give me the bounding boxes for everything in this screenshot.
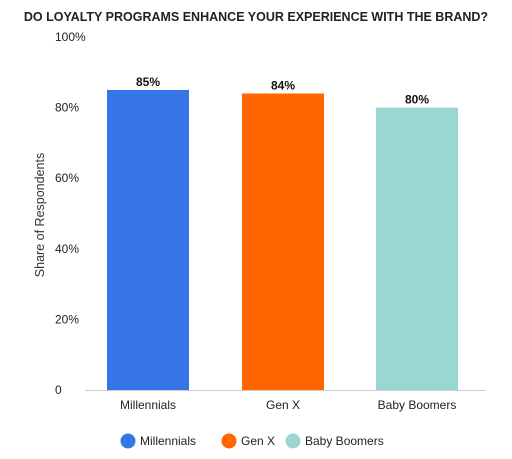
legend-swatch bbox=[221, 433, 237, 449]
legend: Millennials Gen X Baby Boomers bbox=[120, 433, 384, 449]
x-tick-label: Baby Boomers bbox=[378, 398, 457, 412]
legend-label: Gen X bbox=[241, 434, 275, 448]
bar-value-label: 80% bbox=[405, 93, 429, 107]
y-tick-label: 0 bbox=[55, 383, 62, 397]
bar-baby-boomers bbox=[376, 107, 458, 390]
y-axis-label: Share of Respondents bbox=[33, 153, 47, 277]
chart-title: DO LOYALTY PROGRAMS ENHANCE YOUR EXPERIE… bbox=[24, 10, 488, 24]
bars bbox=[107, 89, 458, 390]
legend-label: Baby Boomers bbox=[305, 434, 384, 448]
y-tick-label: 20% bbox=[55, 312, 79, 326]
y-tick-label: 60% bbox=[55, 171, 79, 185]
y-axis-ticks: 0 20% 40% 60% 80% 100% bbox=[55, 30, 86, 397]
y-tick-label: 40% bbox=[55, 242, 79, 256]
y-tick-label: 100% bbox=[55, 30, 86, 44]
bar-gen-x bbox=[242, 93, 324, 390]
y-tick-label: 80% bbox=[55, 101, 79, 115]
x-axis-ticks: Millennials Gen X Baby Boomers bbox=[120, 398, 456, 412]
bar-value-label: 84% bbox=[271, 78, 295, 92]
bar-value-label: 85% bbox=[136, 75, 160, 89]
x-tick-label: Gen X bbox=[266, 398, 300, 412]
legend-label: Millennials bbox=[140, 434, 196, 448]
bar-value-labels: 85% 84% 80% bbox=[136, 75, 429, 107]
legend-swatch bbox=[120, 433, 136, 449]
legend-swatch bbox=[285, 433, 301, 449]
bar-millennials bbox=[107, 89, 189, 390]
x-tick-label: Millennials bbox=[120, 398, 176, 412]
